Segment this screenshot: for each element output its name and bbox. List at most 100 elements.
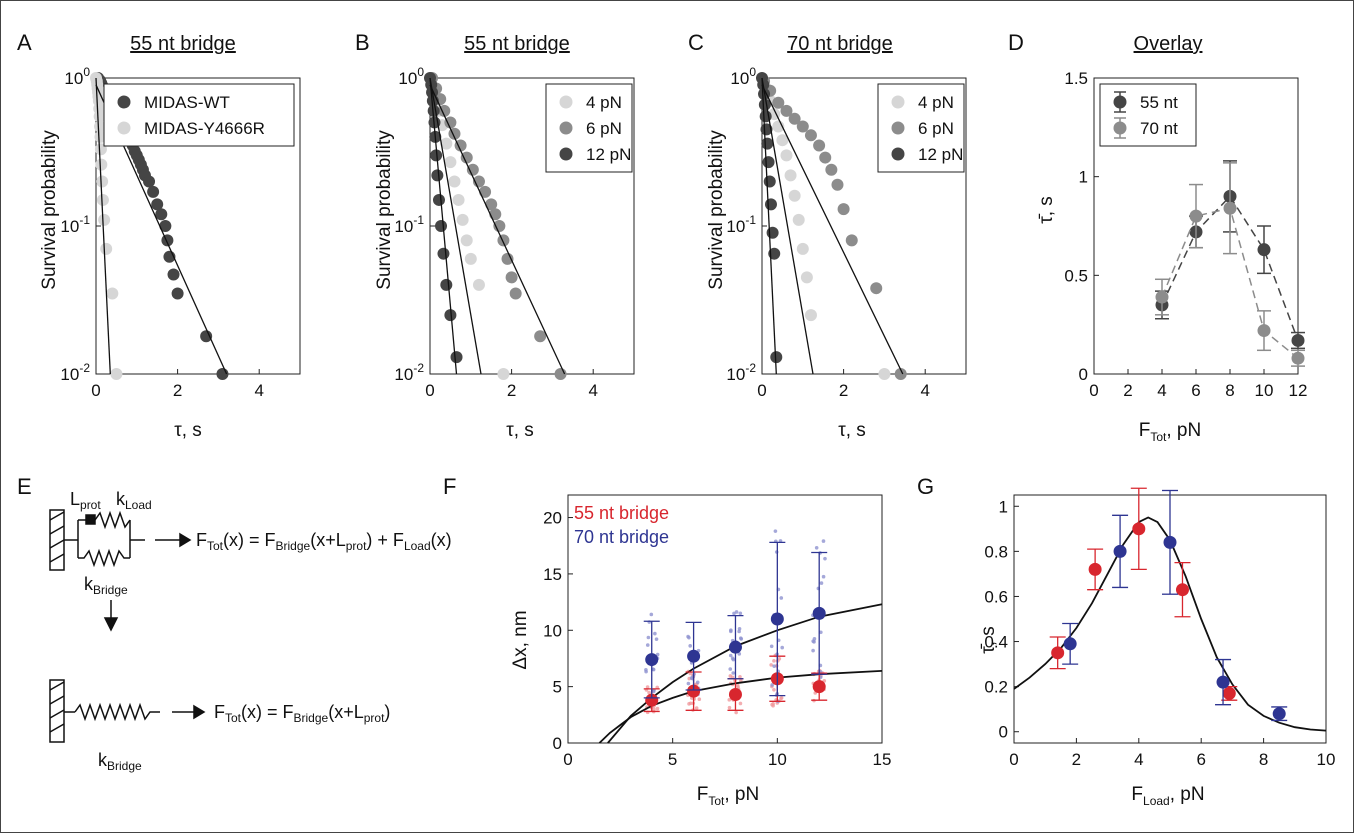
raw-point xyxy=(694,706,699,710)
tick-base: 10 xyxy=(60,217,79,236)
fit-line xyxy=(429,77,458,375)
data-point xyxy=(431,169,444,182)
raw-point xyxy=(814,545,819,550)
y-tick-label: 0 xyxy=(999,723,1008,742)
y-tick-label: 0.2 xyxy=(984,678,1008,697)
raw-point xyxy=(731,657,736,662)
data-point xyxy=(450,351,463,364)
x-tick-label: 0 xyxy=(91,381,100,400)
raw-point xyxy=(736,685,740,689)
data-point xyxy=(456,213,469,226)
raw-point xyxy=(654,637,659,641)
legend-label: MIDAS-WT xyxy=(144,93,230,112)
data-point xyxy=(95,158,108,171)
data-point xyxy=(812,680,826,694)
data-point xyxy=(489,208,502,221)
legend-marker xyxy=(559,95,573,109)
legend-label: 55 nt xyxy=(1140,93,1178,112)
tick-base: 10 xyxy=(398,69,417,88)
panel-letter-e: E xyxy=(17,474,32,499)
panel-d-data: 55 nt 70 nt xyxy=(1099,83,1305,367)
fit-curve xyxy=(598,670,883,744)
data-point xyxy=(167,268,180,281)
data-point xyxy=(98,213,111,226)
raw-point xyxy=(737,626,742,631)
data-point xyxy=(1175,583,1189,597)
y-tick-label: 1.5 xyxy=(1064,69,1088,88)
data-point xyxy=(1272,707,1286,721)
raw-point xyxy=(819,581,824,585)
data-point xyxy=(161,234,174,247)
panel-letter-b: B xyxy=(355,30,370,55)
data-point xyxy=(501,252,514,265)
legend-label: 12 pN xyxy=(918,145,963,164)
raw-point xyxy=(645,685,650,689)
data-point xyxy=(784,169,797,182)
wall-hatch xyxy=(49,723,65,733)
raw-point xyxy=(811,648,815,653)
raw-point xyxy=(812,637,817,641)
k-bridge-label-2: kBridge xyxy=(98,750,142,773)
data-point xyxy=(1155,290,1169,304)
tick-base: 10 xyxy=(726,365,745,384)
data-point xyxy=(554,368,567,380)
data-point xyxy=(440,278,453,291)
raw-point xyxy=(738,611,743,616)
data-point xyxy=(1291,333,1305,347)
plot-frame xyxy=(567,494,883,744)
data-point xyxy=(728,640,742,654)
data-point xyxy=(534,330,547,343)
raw-point xyxy=(687,635,691,640)
raw-point xyxy=(772,687,776,692)
tick-base: 10 xyxy=(394,217,413,236)
data-point xyxy=(1063,637,1077,651)
legend-label: MIDAS-Y4666R xyxy=(144,119,265,138)
raw-point xyxy=(773,529,778,533)
x-tick-label: 2 xyxy=(839,381,848,400)
data-point xyxy=(804,309,817,322)
data-point xyxy=(171,287,184,300)
x-tick-label: 10 xyxy=(1317,750,1336,769)
data-point xyxy=(1257,324,1271,338)
data-point xyxy=(444,309,457,322)
equation-bridge-force: FTot(x) = FBridge(x+Lprot) xyxy=(214,702,390,725)
panel-b-title: 55 nt bridge xyxy=(464,33,570,55)
data-point xyxy=(813,139,826,152)
y-tick-label: 100 xyxy=(64,65,90,88)
panel-f-ylabel: Δx, nm xyxy=(510,610,531,669)
tick-base: 10 xyxy=(726,217,745,236)
data-point xyxy=(894,368,907,380)
raw-point xyxy=(772,664,776,668)
data-point xyxy=(780,149,793,162)
data-point xyxy=(645,693,659,707)
fit-line xyxy=(761,77,777,375)
data-point xyxy=(94,130,107,143)
raw-point xyxy=(821,539,826,543)
legend-label: 70 nt bridge xyxy=(574,527,669,547)
raw-point xyxy=(823,556,827,561)
data-point xyxy=(432,193,445,206)
tick-exponent: -1 xyxy=(413,213,424,227)
x-tick-label: 0 xyxy=(1089,381,1098,400)
data-point xyxy=(772,96,785,109)
data-point xyxy=(464,252,477,265)
wall-hatch xyxy=(49,539,65,549)
y-tick-label: 10-2 xyxy=(60,361,90,384)
tick-base: 10 xyxy=(64,69,83,88)
panel-g-xlabel: FLoad, pN xyxy=(1131,784,1204,808)
y-tick-label: 0.8 xyxy=(984,542,1008,561)
panel-f-xlabel: FTot, pN xyxy=(697,784,759,808)
schematic-panel xyxy=(49,509,206,743)
equation-total-force: FTot(x) = FBridge(x+Lprot) + FLoad(x) xyxy=(196,530,452,553)
raw-point xyxy=(655,652,660,657)
data-point xyxy=(1088,562,1102,576)
raw-point xyxy=(645,643,650,647)
tick-exponent: 0 xyxy=(749,65,756,79)
raw-point xyxy=(727,698,732,702)
legend-marker xyxy=(559,121,573,135)
data-point xyxy=(758,87,771,100)
raw-point xyxy=(728,667,733,671)
data-point xyxy=(825,163,838,176)
data-point xyxy=(758,98,771,111)
